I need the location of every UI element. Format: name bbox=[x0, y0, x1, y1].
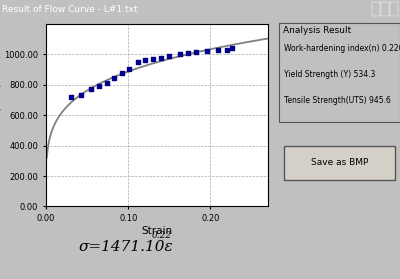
Y-axis label: Stress (MPa): Stress (MPa) bbox=[0, 83, 2, 147]
Text: 0.22: 0.22 bbox=[152, 231, 172, 240]
Text: Yield Strength (Y) 534.3: Yield Strength (Y) 534.3 bbox=[284, 70, 376, 79]
Point bbox=[193, 50, 200, 55]
Point bbox=[204, 49, 210, 53]
Point bbox=[104, 81, 110, 85]
Bar bbox=[390, 2, 398, 16]
Point bbox=[88, 87, 94, 92]
Point bbox=[68, 95, 74, 99]
FancyBboxPatch shape bbox=[279, 23, 400, 122]
X-axis label: Strain: Strain bbox=[142, 226, 172, 236]
Point bbox=[158, 55, 164, 60]
Point bbox=[111, 76, 118, 80]
Point bbox=[96, 84, 103, 88]
Text: Work-hardening index(n) 0.220: Work-hardening index(n) 0.220 bbox=[284, 44, 400, 53]
Bar bbox=[381, 2, 389, 16]
Bar bbox=[372, 2, 380, 16]
Point bbox=[119, 71, 126, 75]
Text: σ=1471.10ε: σ=1471.10ε bbox=[79, 240, 173, 254]
Point bbox=[224, 47, 230, 52]
Point bbox=[215, 48, 221, 53]
Text: Result of Flow Curve - L#1.txt: Result of Flow Curve - L#1.txt bbox=[2, 4, 138, 14]
FancyBboxPatch shape bbox=[284, 146, 395, 180]
Point bbox=[177, 52, 183, 56]
Point bbox=[77, 92, 84, 97]
Text: Analysis Result: Analysis Result bbox=[283, 26, 351, 35]
Point bbox=[166, 54, 172, 58]
Point bbox=[142, 58, 148, 62]
Point bbox=[185, 51, 192, 55]
Text: Save as BMP: Save as BMP bbox=[311, 158, 368, 167]
Point bbox=[229, 45, 235, 50]
Point bbox=[135, 59, 141, 64]
Text: Tensile Strength(UTS) 945.6: Tensile Strength(UTS) 945.6 bbox=[284, 97, 391, 105]
Point bbox=[150, 57, 156, 61]
Point bbox=[126, 67, 132, 72]
